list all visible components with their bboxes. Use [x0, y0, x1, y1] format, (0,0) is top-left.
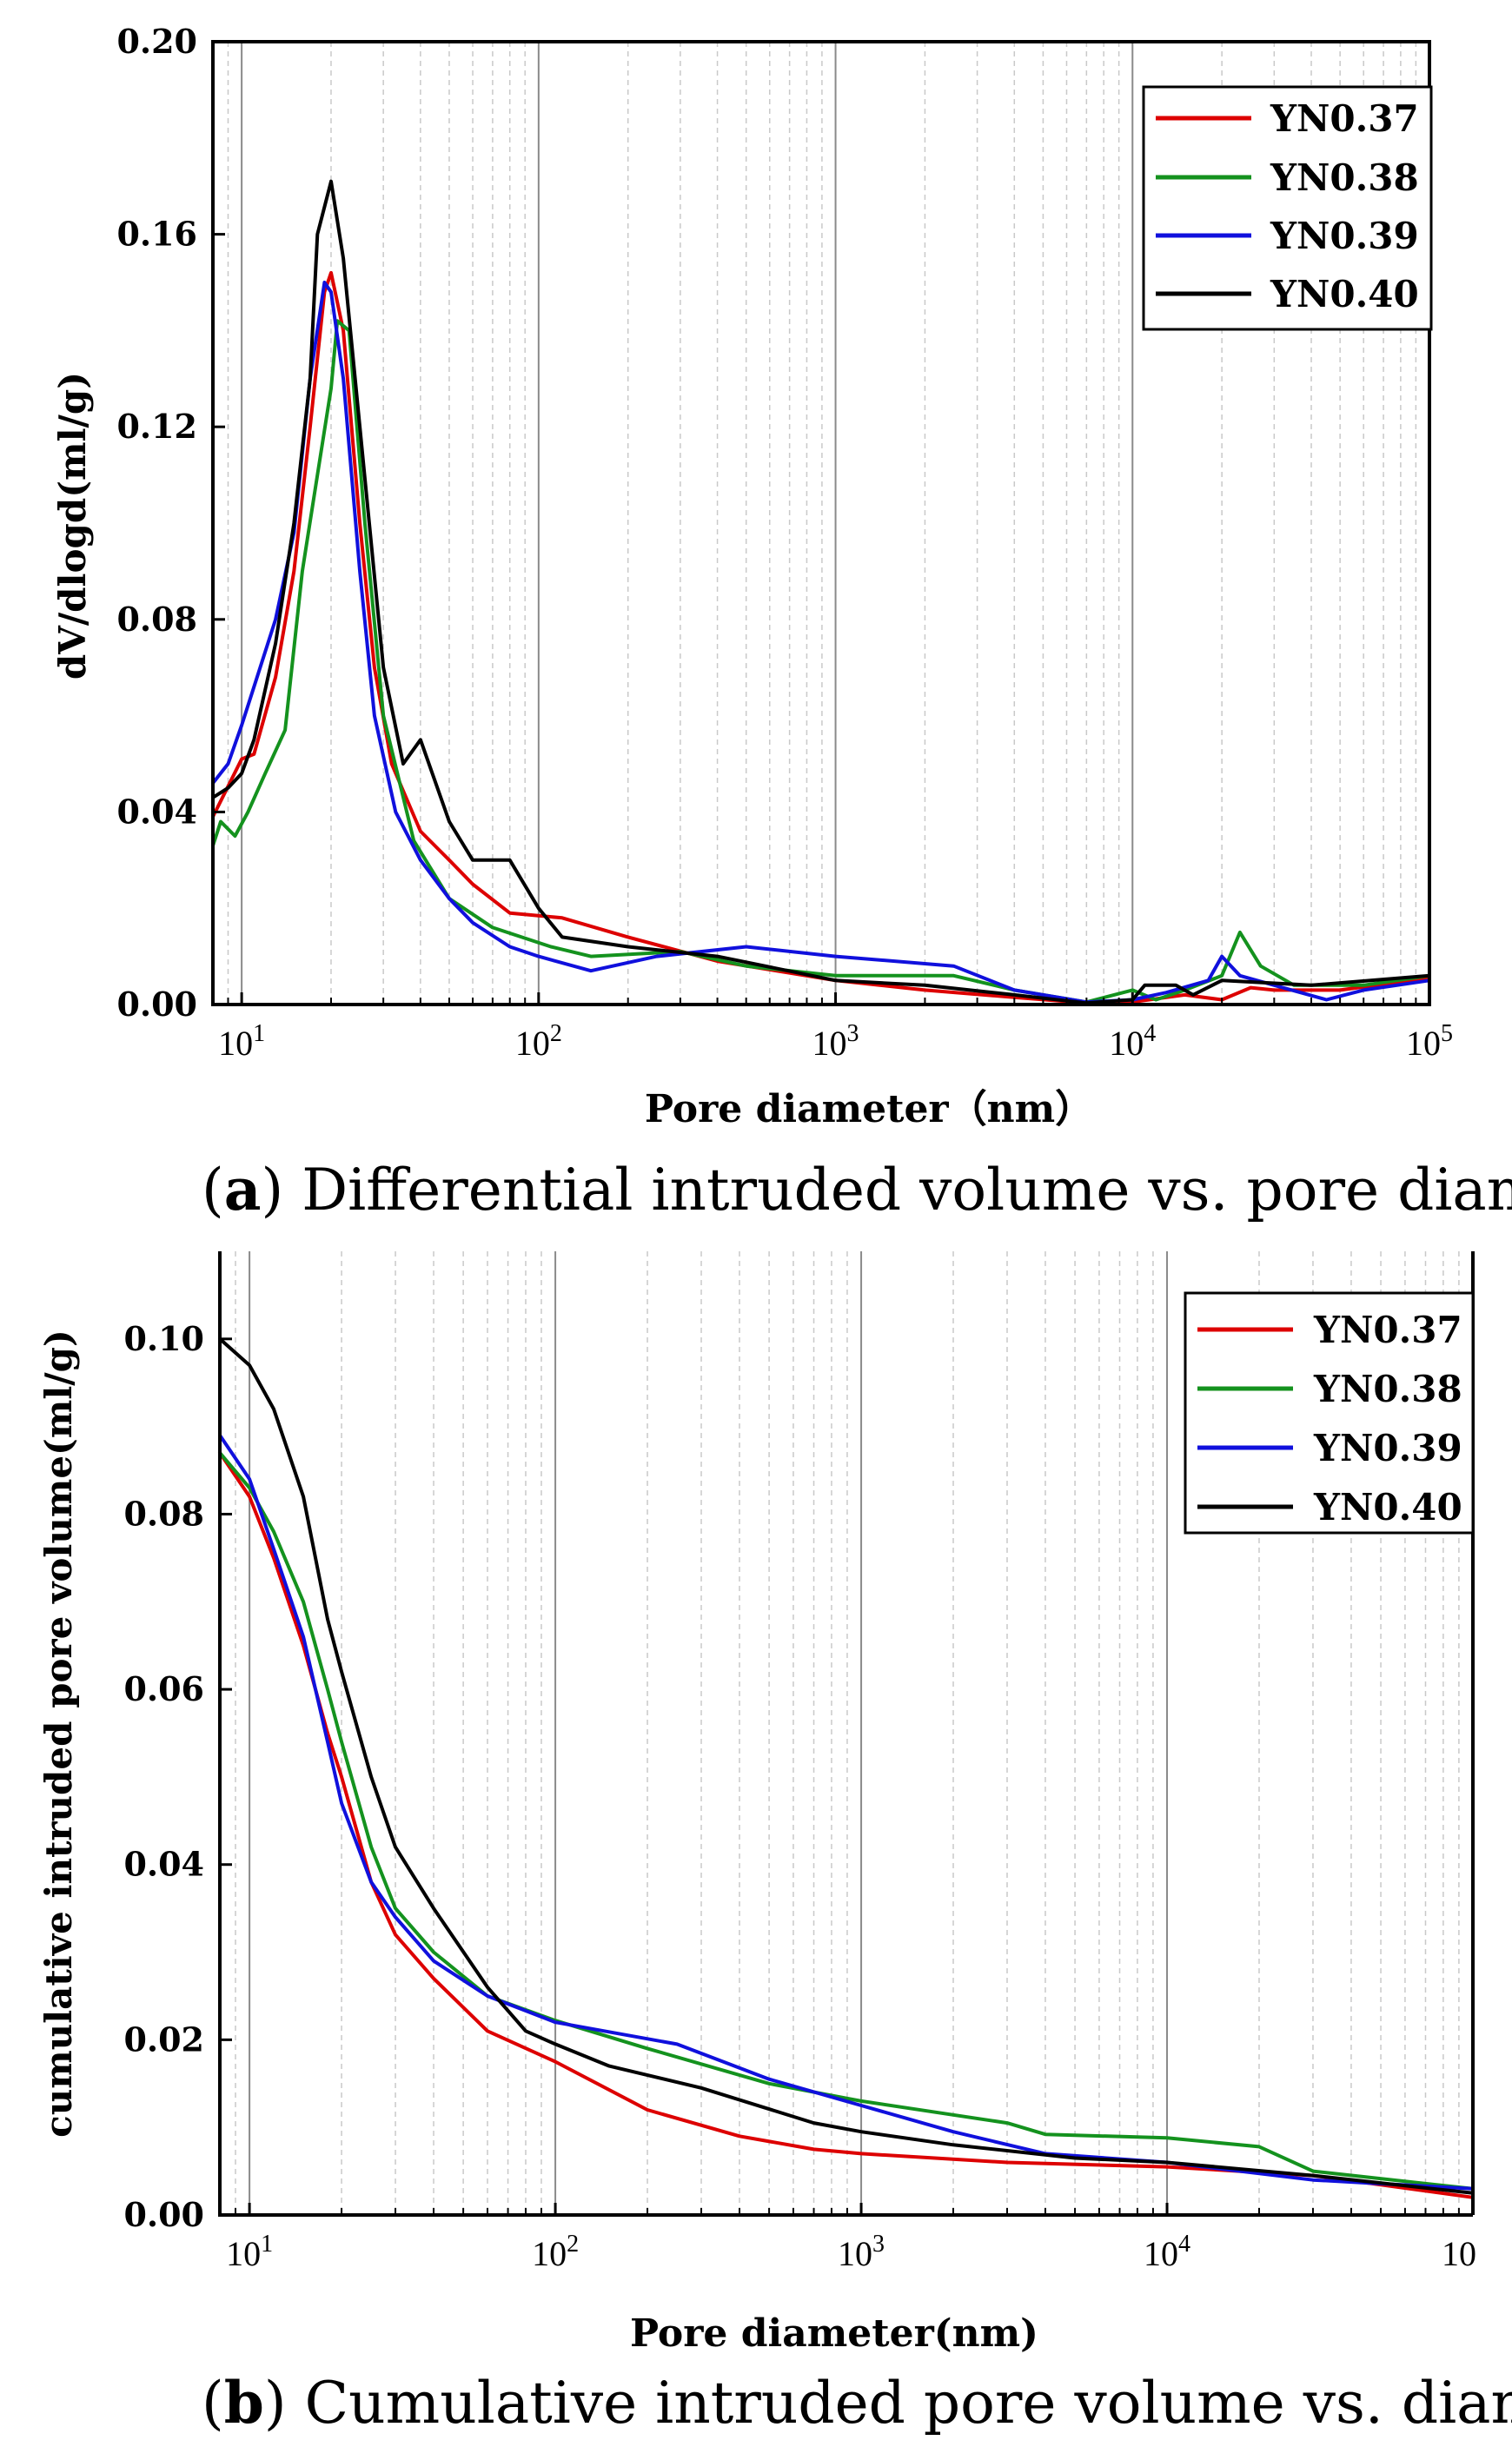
chart-a-y-tick-label: 0.12	[116, 407, 197, 446]
chart-b-x-tick-label: 101	[226, 2231, 273, 2273]
chart-a-x-tick-label: 104	[1109, 1020, 1156, 1063]
chart-b-legend-label-yn039: YN0.39	[1313, 1427, 1462, 1469]
chart-a-series-yn040	[211, 179, 1431, 1005]
caption-a-close-paren: )	[262, 1157, 284, 1224]
chart-a-y-tick-label: 0.00	[116, 985, 197, 1024]
chart-b-series-yn037	[218, 1450, 1475, 2199]
chart-b-series-yn039	[218, 1433, 1475, 2191]
caption-b-letter: b	[224, 2369, 264, 2437]
caption-b-open-paren: (	[202, 2370, 224, 2437]
caption-a-text: Differential intruded volume vs. pore di…	[283, 1157, 1512, 1224]
chart-a-y-tick-label: 0.04	[116, 792, 197, 831]
chart-b-y-tick-label: 0.06	[123, 1669, 204, 1708]
chart-a-y-tick-label: 0.16	[116, 215, 197, 254]
chart-b-y-axis-label: cumulative intruded pore volume(ml/g)	[37, 1330, 80, 2138]
chart-a-x-axis-label: Pore diameter（nm）	[645, 1087, 1093, 1131]
chart-b-x-axis-label: Pore diameter(nm)	[630, 2311, 1038, 2356]
caption-a: (a) Differential intruded volume vs. por…	[202, 1156, 1512, 1224]
chart-a-x-tick-label: 103	[812, 1020, 859, 1063]
chart-b-y-tick-label: 0.00	[123, 2195, 204, 2234]
chart-a-legend-box	[1142, 85, 1433, 331]
caption-a-letter: a	[224, 1156, 262, 1224]
chart-b-y-tick-label: 0.02	[123, 2019, 204, 2059]
chart-b-x-tick-label: 103	[838, 2231, 885, 2273]
chart-a: 0.00 0.04 0.08 0.12 0.16 0.20 101 102 103 104 105…	[51, 22, 1512, 1224]
caption-b-text: Cumulative intruded pore volume vs. diam…	[287, 2370, 1512, 2437]
chart-a-y-tick-label: 0.08	[116, 600, 197, 639]
chart-b-legend-label-yn037: YN0.37	[1313, 1309, 1462, 1351]
chart-a-y-tick-label: 0.20	[116, 22, 197, 61]
chart-b-x-tick-label: 10	[1442, 2234, 1476, 2273]
chart-a-legend-label-yn037: YN0.37	[1270, 97, 1419, 140]
chart-b-x-tick-label: 102	[532, 2231, 579, 2273]
chart-b-y-ticks: 0.00 0.02 0.04 0.06 0.08 0.10	[123, 1319, 232, 2234]
chart-b-series-yn040	[218, 1336, 1475, 2195]
chart-a-legend-label-yn039: YN0.39	[1270, 215, 1419, 257]
caption-b-close-paren: )	[264, 2370, 287, 2437]
chart-b-legend-box	[1184, 1291, 1475, 1535]
chart-a-x-tick-label: 101	[218, 1020, 265, 1063]
chart-b-x-tick-label: 104	[1144, 2231, 1190, 2273]
chart-b-legend-label-yn038: YN0.38	[1313, 1368, 1462, 1410]
chart-a-x-tick-label: 102	[515, 1020, 562, 1063]
chart-a-legend-label-yn040: YN0.40	[1270, 273, 1419, 315]
chart-a-y-ticks: 0.00 0.04 0.08 0.12 0.16 0.20	[116, 22, 225, 1024]
chart-b-y-tick-label: 0.10	[123, 1319, 204, 1358]
chart-b: 0.000.020.040.060.080.10 101 102 103 104 10 …	[37, 1251, 1512, 2437]
caption-a-open-paren: (	[202, 1157, 224, 1224]
chart-a-legend-label-yn038: YN0.38	[1270, 156, 1419, 199]
chart-a-x-ticks: 101 102 103 104 105	[212, 992, 1453, 1063]
chart-b-series	[218, 1336, 1475, 2199]
caption-b: (b) Cumulative intruded pore volume vs. …	[202, 2369, 1512, 2437]
chart-b-legend: YN0.37 YN0.38 YN0.39 YN0.40	[1184, 1291, 1475, 1535]
chart-b-series-yn038	[218, 1450, 1475, 2191]
chart-b-y-tick-label: 0.08	[123, 1494, 204, 1533]
chart-a-gridlines	[212, 42, 1430, 1005]
chart-a-series	[211, 179, 1431, 1005]
chart-a-x-tick-label: 105	[1406, 1020, 1453, 1063]
chart-b-x-ticks: 101 102 103 104 10	[219, 2203, 1476, 2273]
chart-a-y-axis-label: dV/dlogd(ml/g)	[51, 372, 94, 680]
chart-b-legend-label-yn040: YN0.40	[1313, 1486, 1462, 1529]
chart-a-legend: YN0.37 YN0.38 YN0.39 YN0.40	[1142, 85, 1433, 331]
chart-b-y-tick-label: 0.04	[123, 1845, 204, 1884]
